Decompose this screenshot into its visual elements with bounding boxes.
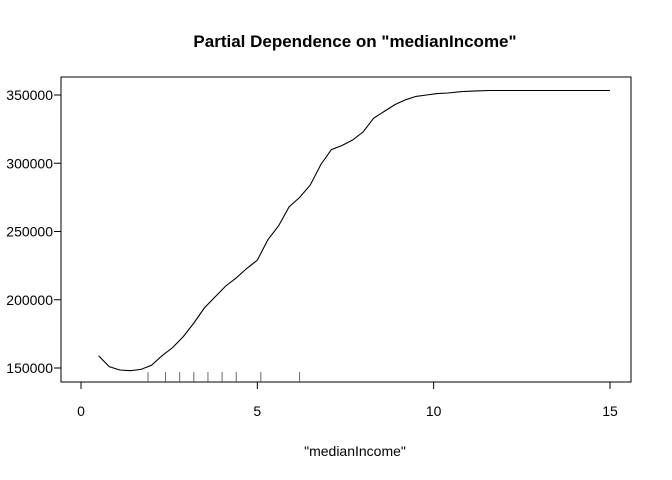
x-tick-label: 0 (77, 403, 85, 419)
rug-marks (147, 372, 301, 382)
plot-frame (60, 76, 632, 383)
partial-dependence-line (98, 89, 610, 372)
chart-title: Partial Dependence on "medianIncome" (193, 32, 516, 51)
x-tick-label: 10 (426, 403, 442, 419)
series-lines (98, 89, 610, 372)
x-tick-label: 5 (253, 403, 261, 419)
y-tick-label: 150000 (6, 360, 53, 376)
x-tick-label: 15 (602, 403, 618, 419)
y-axis: 150000 200000 250000 300000 350000 (6, 87, 62, 376)
x-axis: 0 5 10 15 (77, 381, 618, 419)
y-tick-label: 200000 (6, 292, 53, 308)
y-tick-label: 250000 (6, 224, 53, 240)
y-tick-label: 350000 (6, 87, 53, 103)
y-tick-label: 300000 (6, 155, 53, 171)
x-axis-label: "medianIncome" (304, 443, 406, 459)
